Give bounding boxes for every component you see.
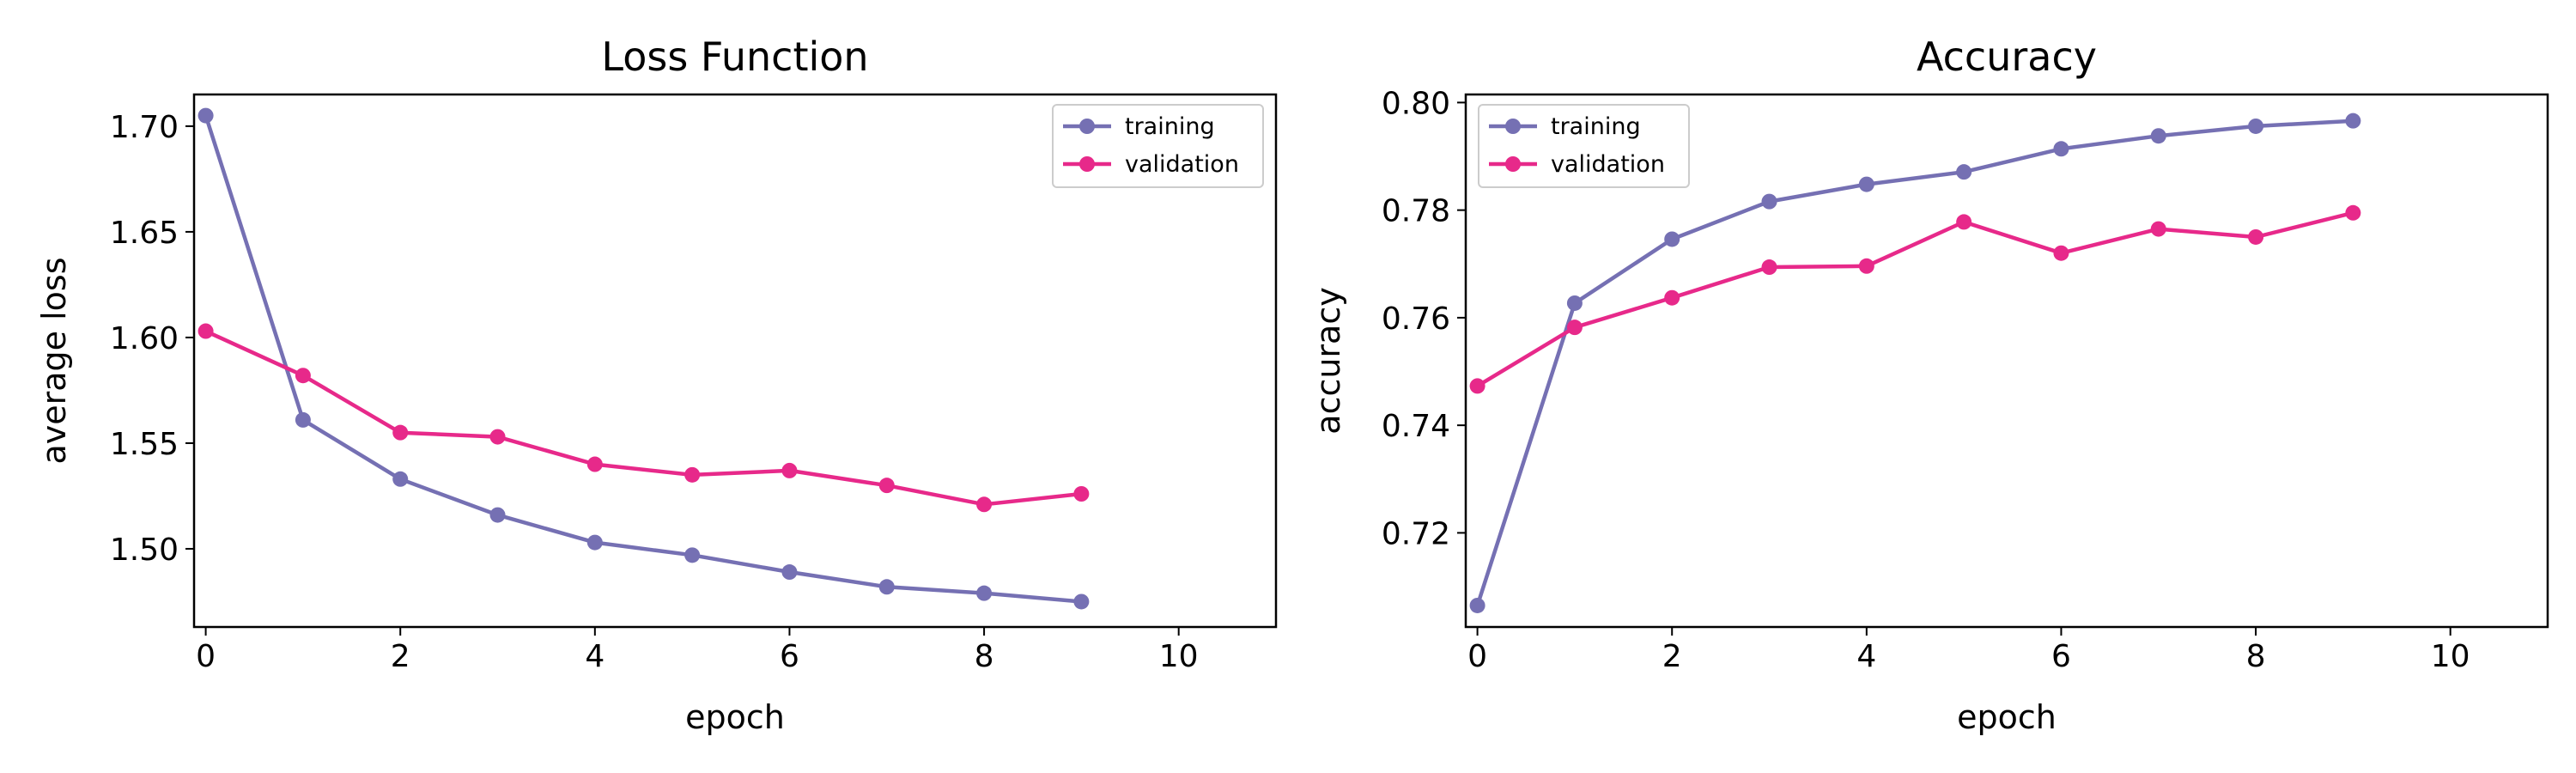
accuracy-training-point [1664,231,1680,247]
accuracy-plot-area: 0 2 4 6 8 10 0.72 0.74 0.76 0.78 0.80 training valid… [1382,86,2470,674]
accuracy-legend-validation-label: validation [1551,151,1665,178]
loss-validation-point [295,368,311,384]
accuracy-training-point [2248,118,2264,134]
loss-x-tick-label: 2 [391,639,410,674]
accuracy-axes-frame [1464,93,2549,629]
accuracy-validation-point [1761,259,1777,276]
loss-training-point [781,564,798,581]
loss-x-axis-label: epoch [685,698,785,736]
accuracy-validation-point [2053,245,2069,261]
loss-y-tick-label: 1.60 [110,321,179,356]
loss-validation-point [976,496,993,513]
loss-legend-validation-label: validation [1125,151,1239,178]
loss-legend-validation-marker [1079,156,1095,172]
loss-training-point [878,579,895,595]
accuracy-x-tick-label: 8 [2246,639,2266,674]
accuracy-chart-title: Accuracy [1917,33,2097,80]
accuracy-y-tick-label: 0.76 [1382,301,1450,337]
accuracy-training-point [1858,176,1874,192]
loss-y-tick-label: 1.55 [110,427,179,462]
loss-training-point [489,507,506,523]
accuracy-y-tick-label: 0.72 [1382,516,1450,551]
loss-validation-point [781,462,798,478]
accuracy-legend-training-marker [1505,119,1521,134]
loss-plot-area: 0 2 4 6 8 10 1.50 1.55 1.60 1.65 1.70 training valid… [110,104,1264,674]
loss-training-point [392,471,409,487]
accuracy-x-tick-label: 6 [2051,639,2071,674]
accuracy-legend-validation-marker [1505,156,1521,172]
accuracy-training-point [1566,295,1583,311]
accuracy-x-tick-label: 2 [1662,639,1682,674]
loss-chart: Loss Function epoch average loss 0 2 4 6 8 10… [35,33,1278,736]
loss-x-tick-label: 4 [585,639,605,674]
accuracy-training-point [2345,113,2361,129]
accuracy-training-line [1475,119,2354,606]
accuracy-legend-training-label: training [1551,113,1641,140]
accuracy-y-tick-label: 0.80 [1382,86,1450,121]
accuracy-validation-point [1664,289,1680,306]
accuracy-validation-point [2345,204,2361,221]
loss-validation-point [489,429,506,445]
accuracy-chart: Accuracy epoch accuracy 0 2 4 6 8 100.720.740… [1309,33,2549,736]
accuracy-validation-point [2150,221,2166,237]
loss-y-tick-label: 1.65 [110,216,179,251]
accuracy-x-axis-label: epoch [1957,698,2057,736]
accuracy-x-tick-label: 10 [2431,639,2470,674]
loss-validation-point [684,466,701,483]
loss-x-tick-label: 10 [1159,639,1199,674]
loss-validation-point [878,478,895,494]
accuracy-validation-line [1476,210,2354,388]
loss-validation-line [204,329,1082,507]
accuracy-legend: training validation [1478,104,1690,188]
loss-x-tick-label: 8 [975,639,994,674]
loss-validation-point [1073,486,1090,502]
loss-training-point [976,585,993,601]
accuracy-training-point [2150,128,2166,144]
accuracy-validation-point [1858,258,1874,274]
accuracy-validation-point [2248,228,2264,245]
loss-y-axis-label: average loss [35,257,73,464]
loss-validation-point [197,323,214,339]
loss-x-tick-label: 6 [780,639,799,674]
accuracy-training-point [1956,164,1972,180]
loss-training-line [204,114,1082,604]
loss-y-tick-label: 1.70 [110,110,179,145]
accuracy-validation-point [1566,320,1583,336]
loss-x-tick-label: 0 [196,639,216,674]
loss-y-tick-label: 1.50 [110,533,179,568]
accuracy-validation-point [1469,378,1485,394]
loss-training-point [295,411,311,428]
loss-training-point [197,107,214,124]
loss-training-point [1073,593,1090,610]
accuracy-y-tick-label: 0.78 [1382,194,1450,229]
accuracy-validation-point [1956,214,1972,230]
accuracy-training-point [1761,193,1777,210]
loss-training-point [586,534,603,551]
loss-axes-frame [192,93,1278,629]
accuracy-x-tick-label: 0 [1467,639,1487,674]
accuracy-y-axis-label: accuracy [1309,287,1347,434]
loss-legend-training-label: training [1125,113,1215,140]
loss-validation-point [392,424,409,441]
loss-legend: training validation [1052,104,1264,188]
loss-legend-training-marker [1079,119,1095,134]
accuracy-training-point [1469,597,1485,613]
loss-chart-title: Loss Function [601,33,868,80]
accuracy-x-tick-label: 4 [1856,639,1876,674]
accuracy-training-point [2053,141,2069,157]
accuracy-y-tick-label: 0.74 [1382,409,1450,444]
loss-training-point [684,547,701,563]
loss-validation-point [586,456,603,472]
